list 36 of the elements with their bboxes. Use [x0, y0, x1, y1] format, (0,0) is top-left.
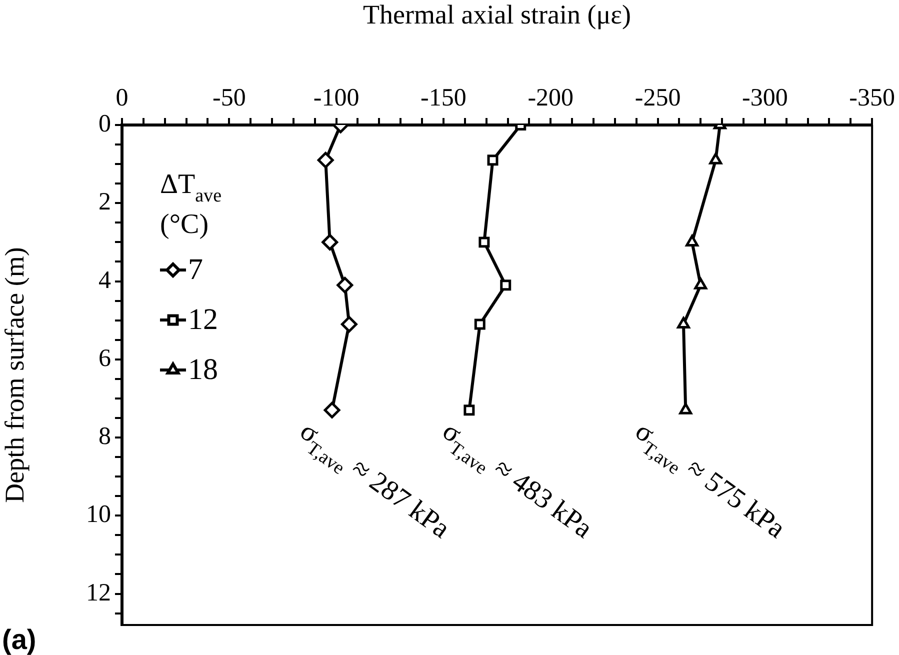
text: (a): [2, 624, 36, 655]
point: [686, 234, 699, 246]
x-tick-label: -100: [313, 84, 360, 112]
point: [694, 278, 708, 290]
point: [474, 318, 486, 330]
y-tick-label: 8: [98, 423, 111, 450]
y-tick-label: 4: [98, 266, 112, 294]
x-tick-label: -350: [849, 84, 895, 112]
point: [478, 236, 490, 248]
point: [317, 152, 334, 168]
x-axis-title: Thermal axial strain (με): [363, 0, 632, 30]
point: [336, 276, 354, 294]
x-tick-label: -250: [634, 84, 681, 112]
point: [340, 316, 358, 332]
point: [500, 280, 512, 291]
x-tick-label: -150: [420, 84, 466, 112]
x-tick-label: -200: [528, 84, 574, 112]
point: [322, 234, 338, 250]
y-tick-label: 0: [98, 110, 111, 138]
x-tick-label: -50: [212, 84, 246, 112]
y-tick-label: 6: [98, 344, 111, 372]
point: [679, 402, 692, 414]
y-tick-label: 10: [86, 501, 111, 528]
point: [324, 402, 340, 418]
legend-label: 7: [188, 253, 203, 286]
x-tick-label: -300: [742, 84, 788, 112]
point: [709, 152, 722, 164]
legend-label: 18: [188, 353, 218, 386]
y-tick-label: 12: [86, 579, 111, 606]
y-tick-label: 2: [98, 188, 111, 216]
point: [464, 404, 475, 416]
y-axis-title: Depth from surface (m): [0, 247, 30, 503]
point: [487, 154, 498, 166]
legend-label: 12: [188, 303, 218, 336]
point: [677, 316, 690, 328]
x-tick-label: 0: [116, 84, 128, 112]
